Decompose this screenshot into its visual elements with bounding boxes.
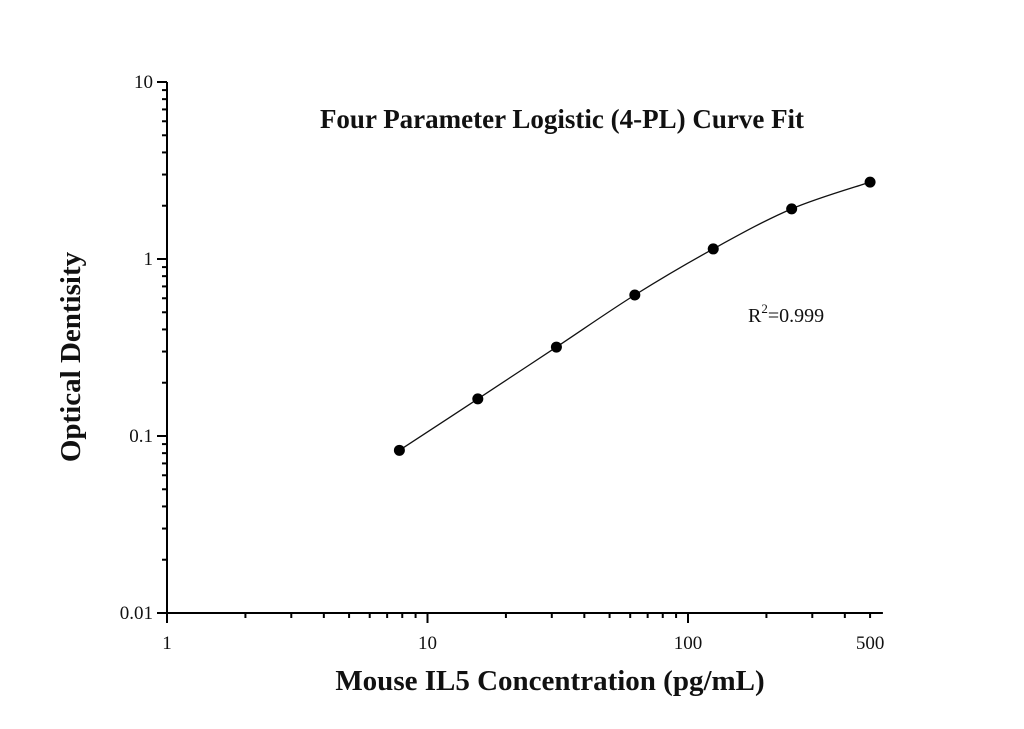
- data-point-marker: [393, 444, 405, 456]
- data-point-marker: [550, 341, 562, 353]
- x-tick-label: 500: [856, 633, 885, 654]
- axes: 0.01 0.1 1 10 1 10 100 500: [120, 72, 885, 654]
- r-squared-value: =0.999: [768, 305, 824, 327]
- chart-title: Four Parameter Logistic (4-PL) Curve Fit: [320, 104, 804, 134]
- data-point-marker: [707, 243, 719, 255]
- data-point-marker: [472, 393, 484, 405]
- x-axis-title: Mouse IL5 Concentration (pg/mL): [335, 665, 764, 697]
- data-point-marker: [864, 176, 876, 188]
- x-tick-label: 10: [418, 633, 437, 654]
- r-squared-base: R: [748, 305, 762, 327]
- data-points: [393, 176, 876, 456]
- data-point-marker: [786, 203, 798, 215]
- y-tick-label: 1: [144, 249, 154, 270]
- y-tick-label: 0.01: [120, 603, 153, 624]
- x-tick-label: 1: [162, 633, 172, 654]
- data-point-marker: [629, 289, 641, 301]
- y-tick-label: 0.1: [129, 426, 153, 447]
- r-squared-superscript: 2: [761, 301, 768, 316]
- r-squared-annotation: R2=0.999: [748, 301, 824, 327]
- x-tick-label: 100: [674, 633, 703, 654]
- y-axis-title: Optical Dentisity: [55, 251, 87, 462]
- y-tick-label: 10: [134, 72, 153, 93]
